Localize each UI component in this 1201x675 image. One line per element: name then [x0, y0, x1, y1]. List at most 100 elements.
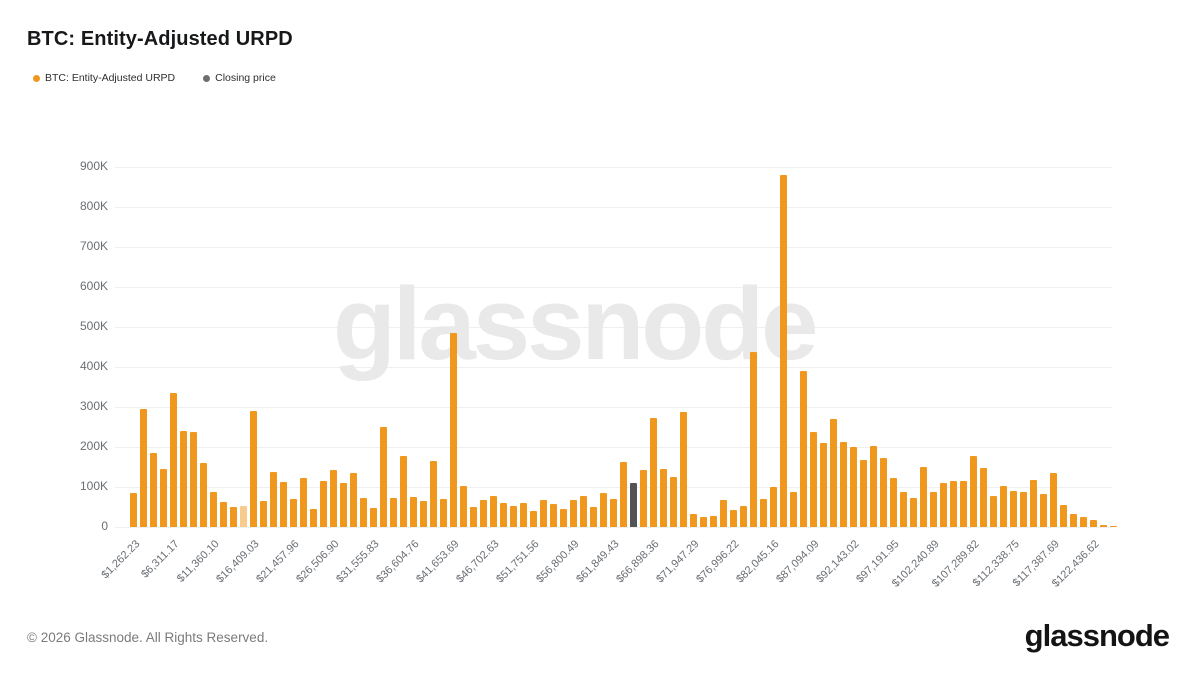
urpd-bar[interactable]	[290, 499, 297, 527]
urpd-bar[interactable]	[300, 478, 307, 527]
urpd-bar[interactable]	[320, 481, 327, 527]
urpd-bar[interactable]	[410, 497, 417, 527]
urpd-bar[interactable]	[1050, 473, 1057, 527]
urpd-bar[interactable]	[490, 495, 497, 527]
urpd-bar[interactable]	[1010, 491, 1017, 527]
urpd-bar[interactable]	[990, 495, 997, 527]
urpd-bar[interactable]	[530, 511, 537, 527]
urpd-bar[interactable]	[550, 504, 557, 527]
urpd-bar[interactable]	[730, 509, 737, 527]
urpd-bar[interactable]	[870, 446, 877, 527]
urpd-bar[interactable]	[1040, 494, 1047, 527]
urpd-bar[interactable]	[610, 499, 617, 527]
urpd-bar[interactable]	[430, 461, 437, 527]
urpd-bar[interactable]	[820, 443, 827, 527]
urpd-bar[interactable]	[460, 485, 467, 527]
urpd-bar[interactable]	[130, 493, 137, 527]
urpd-bar[interactable]	[340, 483, 347, 527]
urpd-bar[interactable]	[800, 371, 807, 527]
urpd-bar[interactable]	[470, 506, 477, 527]
urpd-bar[interactable]	[150, 453, 157, 527]
urpd-bar[interactable]	[520, 503, 527, 527]
urpd-bar[interactable]	[760, 499, 767, 527]
urpd-bar[interactable]	[1070, 514, 1077, 527]
urpd-bar[interactable]	[900, 492, 907, 527]
urpd-bar[interactable]	[240, 506, 247, 527]
urpd-bar[interactable]	[680, 412, 687, 527]
urpd-bar[interactable]	[620, 461, 627, 527]
urpd-bar[interactable]	[420, 501, 427, 527]
urpd-bar[interactable]	[1030, 479, 1037, 527]
urpd-bar[interactable]	[580, 496, 587, 527]
urpd-bar[interactable]	[230, 507, 237, 527]
urpd-bar[interactable]	[1080, 517, 1087, 527]
urpd-bar[interactable]	[350, 473, 357, 527]
urpd-bar[interactable]	[810, 431, 817, 527]
urpd-bar[interactable]	[920, 467, 927, 527]
urpd-bar[interactable]	[280, 481, 287, 527]
urpd-bar[interactable]	[380, 427, 387, 527]
urpd-bar[interactable]	[770, 487, 777, 527]
urpd-bar[interactable]	[950, 481, 957, 527]
urpd-bar[interactable]	[740, 505, 747, 527]
urpd-bar[interactable]	[840, 441, 847, 527]
urpd-bar[interactable]	[1100, 525, 1107, 527]
urpd-bar[interactable]	[880, 458, 887, 527]
urpd-bar[interactable]	[640, 470, 647, 527]
urpd-bar[interactable]	[700, 517, 707, 527]
urpd-bar[interactable]	[570, 500, 577, 527]
urpd-bar[interactable]	[220, 501, 227, 527]
urpd-bar[interactable]	[170, 393, 177, 527]
urpd-bar[interactable]	[140, 409, 147, 527]
urpd-bar[interactable]	[600, 493, 607, 527]
urpd-bar[interactable]	[670, 477, 677, 527]
urpd-bar[interactable]	[400, 456, 407, 527]
urpd-bar[interactable]	[270, 472, 277, 527]
urpd-bar[interactable]	[1000, 486, 1007, 527]
urpd-bar[interactable]	[180, 431, 187, 527]
urpd-bar[interactable]	[480, 500, 487, 527]
urpd-bar[interactable]	[210, 491, 217, 527]
urpd-bar[interactable]	[450, 333, 457, 527]
legend-item-urpd[interactable]: BTC: Entity-Adjusted URPD	[33, 72, 175, 84]
urpd-bar[interactable]	[720, 499, 727, 527]
urpd-bar[interactable]	[190, 431, 197, 527]
urpd-bar[interactable]	[560, 509, 567, 527]
urpd-bar[interactable]	[250, 411, 257, 527]
urpd-bar[interactable]	[930, 491, 937, 527]
urpd-bar[interactable]	[890, 477, 897, 527]
urpd-bar[interactable]	[910, 498, 917, 527]
urpd-bar[interactable]	[540, 500, 547, 527]
urpd-bar[interactable]	[960, 481, 967, 527]
urpd-bar[interactable]	[310, 508, 317, 527]
urpd-bar[interactable]	[510, 506, 517, 527]
urpd-bar[interactable]	[750, 352, 757, 527]
urpd-bar[interactable]	[200, 463, 207, 527]
urpd-bar[interactable]	[790, 492, 797, 527]
urpd-bar[interactable]	[390, 498, 397, 527]
urpd-bar[interactable]	[160, 469, 167, 527]
urpd-bar[interactable]	[1060, 505, 1067, 527]
urpd-bar[interactable]	[690, 513, 697, 527]
urpd-bar[interactable]	[260, 501, 267, 527]
urpd-bar[interactable]	[360, 497, 367, 527]
urpd-bar[interactable]	[660, 469, 667, 527]
urpd-bar[interactable]	[940, 483, 947, 527]
urpd-bar[interactable]	[440, 499, 447, 527]
closing-price-bar[interactable]	[630, 483, 637, 527]
urpd-bar[interactable]	[590, 507, 597, 527]
urpd-bar[interactable]	[850, 447, 857, 527]
urpd-bar[interactable]	[780, 175, 787, 527]
legend-item-closing-price[interactable]: Closing price	[203, 72, 276, 84]
urpd-bar[interactable]	[370, 507, 377, 527]
urpd-bar[interactable]	[1020, 491, 1027, 527]
urpd-bar[interactable]	[330, 470, 337, 527]
urpd-bar[interactable]	[500, 503, 507, 527]
urpd-bar[interactable]	[970, 455, 977, 527]
urpd-bar[interactable]	[650, 418, 657, 527]
urpd-bar[interactable]	[710, 515, 717, 527]
urpd-bar[interactable]	[1110, 525, 1117, 527]
urpd-bar[interactable]	[830, 419, 837, 527]
urpd-bar[interactable]	[980, 468, 987, 527]
urpd-bar[interactable]	[860, 460, 867, 527]
